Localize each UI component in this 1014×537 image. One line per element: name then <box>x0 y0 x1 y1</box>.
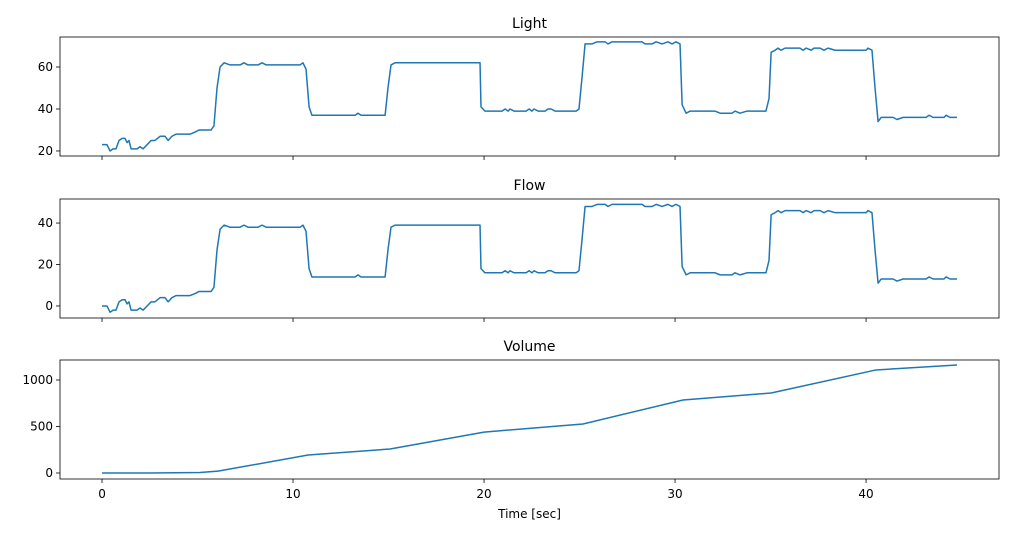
x-tick-label: 30 <box>667 487 682 501</box>
x-tick-label: 20 <box>476 487 491 501</box>
data-line <box>102 364 958 474</box>
subplot-title: Light <box>512 16 547 32</box>
y-tick-label: 0 <box>45 466 53 480</box>
y-tick-label: 40 <box>38 102 53 116</box>
data-line <box>102 203 957 313</box>
data-line <box>102 41 957 152</box>
y-tick-label: 20 <box>38 258 53 272</box>
x-tick-label: 0 <box>98 487 106 501</box>
subplot-title: Flow <box>514 178 546 194</box>
axes-frame <box>59 359 1000 480</box>
x-tick-label: 10 <box>285 487 300 501</box>
y-tick-label: 500 <box>30 419 53 433</box>
y-tick-label: 60 <box>38 60 53 74</box>
axes-frame <box>59 198 1000 319</box>
axes-frame <box>59 36 1000 157</box>
y-tick-label: 0 <box>45 299 53 313</box>
subplot-title: Volume <box>503 339 555 355</box>
x-tick-label: 40 <box>858 487 873 501</box>
x-axis-label: Time [sec] <box>497 507 561 521</box>
y-tick-label: 1000 <box>22 373 53 387</box>
y-tick-label: 20 <box>38 144 53 158</box>
y-tick-label: 40 <box>38 216 53 230</box>
